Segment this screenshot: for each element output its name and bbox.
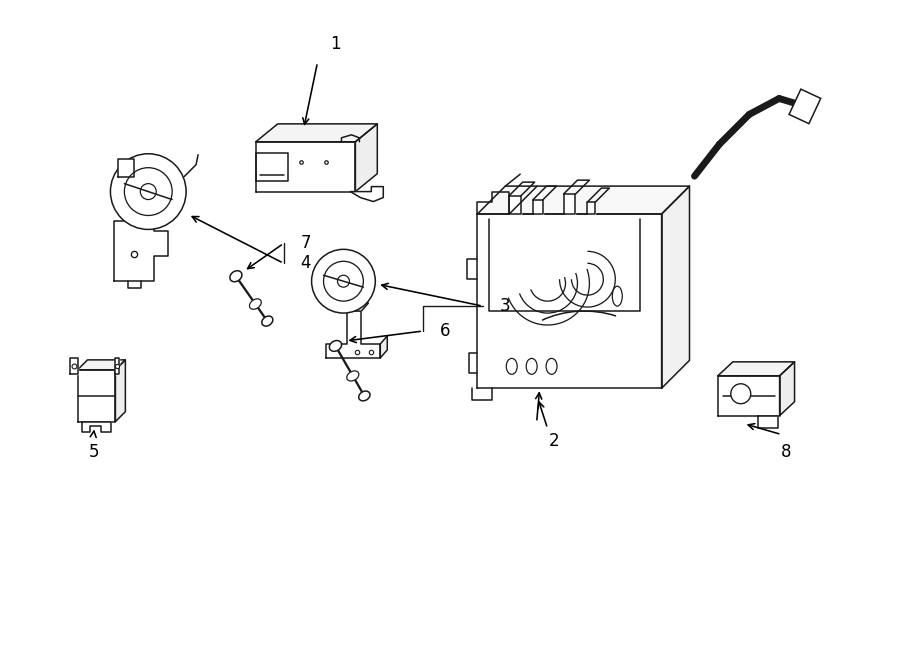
Circle shape (311, 249, 375, 313)
Polygon shape (256, 153, 288, 180)
Polygon shape (256, 142, 356, 192)
Circle shape (731, 384, 751, 404)
Circle shape (111, 154, 186, 229)
Polygon shape (69, 358, 77, 374)
Polygon shape (662, 186, 689, 388)
Text: 4: 4 (301, 254, 310, 272)
Polygon shape (119, 159, 134, 176)
Polygon shape (115, 360, 125, 422)
Polygon shape (588, 202, 596, 214)
Circle shape (338, 275, 349, 287)
Polygon shape (350, 186, 383, 202)
Polygon shape (347, 303, 368, 311)
Ellipse shape (507, 358, 517, 374)
Polygon shape (115, 358, 120, 374)
Ellipse shape (262, 316, 273, 326)
Text: 8: 8 (781, 444, 792, 461)
Ellipse shape (612, 286, 622, 306)
Polygon shape (256, 124, 377, 142)
Bar (789, 89, 821, 124)
Polygon shape (77, 360, 125, 370)
Ellipse shape (329, 340, 342, 352)
Polygon shape (82, 422, 112, 432)
Polygon shape (533, 200, 543, 214)
Circle shape (124, 168, 172, 215)
Polygon shape (114, 221, 168, 281)
Text: 5: 5 (88, 444, 99, 461)
Ellipse shape (346, 371, 359, 381)
Ellipse shape (546, 358, 557, 374)
Text: 2: 2 (549, 432, 560, 449)
Polygon shape (477, 186, 689, 214)
Polygon shape (77, 370, 115, 422)
Text: 1: 1 (330, 35, 341, 53)
Ellipse shape (526, 358, 537, 374)
Polygon shape (718, 362, 795, 376)
Text: 7: 7 (301, 235, 310, 253)
Text: 6: 6 (440, 322, 450, 340)
Polygon shape (356, 124, 377, 192)
Polygon shape (326, 311, 381, 358)
Ellipse shape (359, 391, 370, 401)
Ellipse shape (249, 299, 261, 309)
Polygon shape (779, 362, 795, 416)
Polygon shape (508, 196, 521, 214)
Polygon shape (758, 416, 778, 428)
Circle shape (323, 261, 364, 301)
Polygon shape (381, 336, 387, 358)
Text: 3: 3 (500, 297, 510, 315)
Polygon shape (477, 214, 662, 388)
Polygon shape (718, 376, 779, 416)
Polygon shape (563, 194, 575, 214)
Circle shape (140, 184, 157, 200)
Ellipse shape (230, 271, 242, 282)
